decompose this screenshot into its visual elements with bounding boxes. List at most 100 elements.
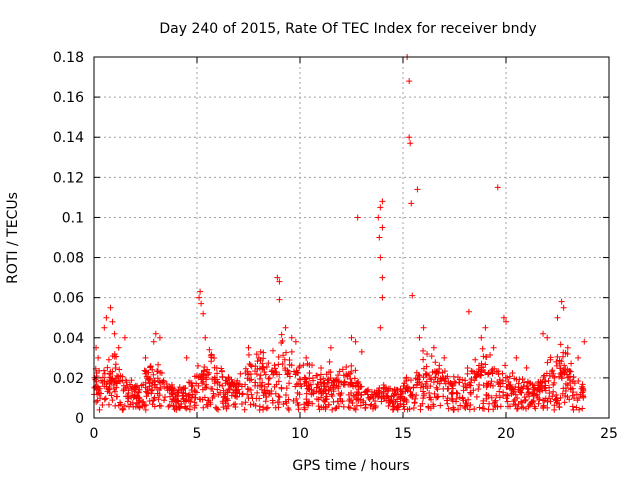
data-point <box>283 400 290 407</box>
data-point <box>185 397 192 404</box>
data-point <box>393 404 400 411</box>
data-point <box>213 405 220 412</box>
data-point <box>317 376 324 383</box>
data-point <box>430 379 437 386</box>
data-point <box>557 365 564 372</box>
data-point <box>380 381 387 388</box>
data-point <box>351 375 358 382</box>
data-point <box>496 394 503 401</box>
data-point <box>377 204 384 211</box>
data-point <box>116 366 123 373</box>
data-point <box>445 378 452 385</box>
data-point <box>489 370 496 377</box>
data-point <box>246 377 253 384</box>
data-point <box>254 358 261 365</box>
data-point <box>102 395 109 402</box>
data-point <box>322 386 329 393</box>
data-point <box>575 354 582 361</box>
data-point <box>540 374 547 381</box>
data-point <box>141 401 148 408</box>
data-point <box>219 374 226 381</box>
data-point <box>288 348 295 355</box>
data-point <box>257 372 264 379</box>
data-point <box>420 374 427 381</box>
data-point <box>238 400 245 407</box>
data-point <box>183 354 190 361</box>
data-point <box>237 370 244 377</box>
data-point <box>337 398 344 405</box>
data-point <box>256 406 263 413</box>
data-point <box>437 402 444 409</box>
data-point <box>150 338 157 345</box>
data-point <box>154 375 161 382</box>
data-point <box>252 379 259 386</box>
data-point <box>323 371 330 378</box>
data-point <box>432 359 439 366</box>
data-point <box>138 382 145 389</box>
data-point <box>471 377 478 384</box>
data-point <box>522 396 529 403</box>
y-tick-label: 0.14 <box>53 130 84 146</box>
data-point <box>535 384 542 391</box>
data-point <box>288 334 295 341</box>
data-point <box>472 356 479 363</box>
data-point <box>260 364 267 371</box>
data-point <box>508 386 515 393</box>
data-point <box>310 377 317 384</box>
data-point <box>485 406 492 413</box>
data-point <box>303 354 310 361</box>
data-point <box>317 371 324 378</box>
data-point <box>464 365 471 372</box>
data-point <box>300 362 307 369</box>
data-point <box>145 376 152 383</box>
data-point <box>385 403 392 410</box>
data-point <box>453 398 460 405</box>
data-point <box>310 389 317 396</box>
data-point <box>244 385 251 392</box>
data-point <box>296 376 303 383</box>
data-point <box>166 402 173 409</box>
x-tick-label: 5 <box>193 426 202 442</box>
data-point <box>431 390 438 397</box>
data-point <box>219 398 226 405</box>
data-point <box>403 375 410 382</box>
data-point <box>193 380 200 387</box>
data-point <box>328 379 335 386</box>
data-point <box>338 390 345 397</box>
data-point <box>439 375 446 382</box>
data-point <box>306 370 313 377</box>
data-point <box>315 389 322 396</box>
data-point <box>385 385 392 392</box>
data-point <box>566 376 573 383</box>
data-point <box>333 404 340 411</box>
x-tick-label: 15 <box>394 426 412 442</box>
data-point <box>156 402 163 409</box>
data-point <box>554 314 561 321</box>
data-point <box>303 390 310 397</box>
data-point <box>104 378 111 385</box>
data-point <box>245 344 252 351</box>
data-point <box>275 354 282 361</box>
data-point <box>256 375 263 382</box>
data-point <box>210 390 217 397</box>
data-point <box>340 372 347 379</box>
data-point <box>388 397 395 404</box>
data-point <box>215 406 222 413</box>
data-point <box>478 360 485 367</box>
data-point <box>103 314 110 321</box>
data-point <box>436 380 443 387</box>
data-point <box>112 388 119 395</box>
data-point <box>520 383 527 390</box>
data-point <box>462 384 469 391</box>
data-point <box>547 356 554 363</box>
plot-frame <box>93 56 610 419</box>
data-point <box>393 396 400 403</box>
data-point <box>214 386 221 393</box>
data-point <box>559 353 566 360</box>
data-point <box>117 401 124 408</box>
data-point <box>561 362 568 369</box>
data-point <box>296 363 303 370</box>
data-point <box>503 391 510 398</box>
data-point <box>433 369 440 376</box>
data-point <box>373 390 380 397</box>
